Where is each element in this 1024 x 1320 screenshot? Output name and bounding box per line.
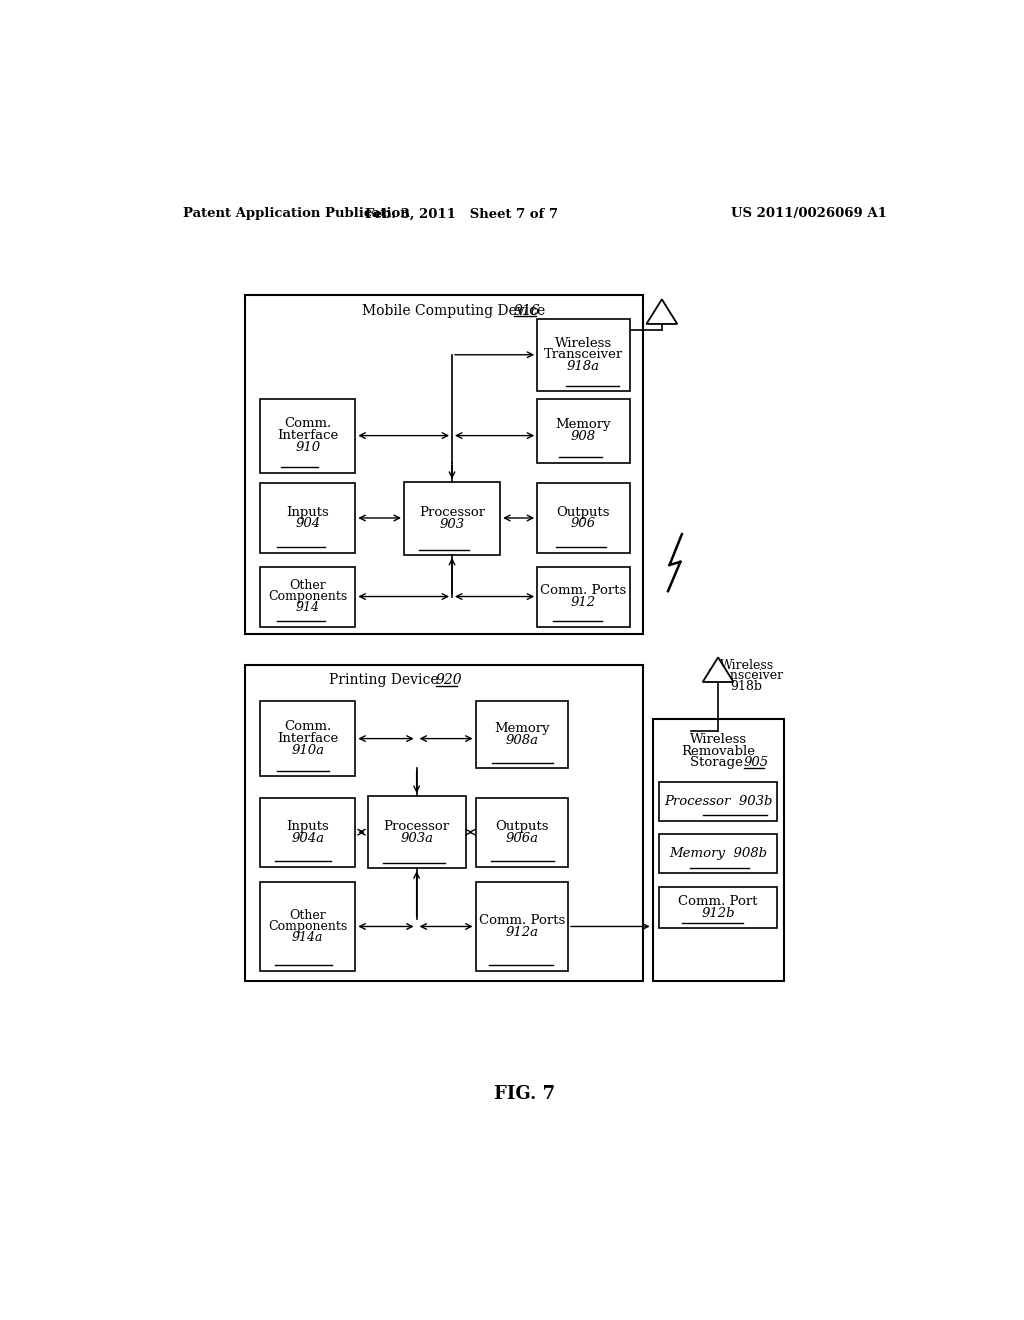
Text: Inputs: Inputs — [287, 820, 329, 833]
Text: 905: 905 — [743, 756, 769, 770]
Polygon shape — [646, 300, 677, 323]
Text: 918a: 918a — [567, 360, 600, 374]
Text: 916: 916 — [513, 304, 540, 318]
Text: 910: 910 — [295, 441, 321, 454]
Text: FIG. 7: FIG. 7 — [495, 1085, 555, 1104]
Bar — [260, 882, 355, 970]
Text: 918b: 918b — [730, 680, 763, 693]
Bar — [475, 882, 568, 970]
Text: Memory  908b: Memory 908b — [669, 847, 767, 861]
Text: Wireless: Wireless — [689, 733, 746, 746]
Text: Other: Other — [290, 909, 326, 921]
Bar — [260, 566, 355, 627]
Text: Comm. Port: Comm. Port — [678, 895, 758, 908]
Bar — [652, 719, 783, 981]
Bar — [658, 834, 777, 873]
Bar — [538, 318, 630, 391]
Text: 914: 914 — [296, 601, 319, 614]
Text: 908: 908 — [570, 430, 596, 444]
Text: Comm.: Comm. — [284, 417, 332, 430]
Text: Comm. Ports: Comm. Ports — [478, 915, 565, 927]
Text: 914a: 914a — [292, 931, 324, 944]
Text: Processor: Processor — [384, 820, 450, 833]
Text: Comm.: Comm. — [284, 721, 332, 734]
Text: Memory: Memory — [555, 418, 611, 432]
Text: Wireless: Wireless — [720, 659, 773, 672]
Text: Components: Components — [268, 590, 347, 603]
Polygon shape — [702, 657, 733, 682]
Text: Printing Device: Printing Device — [330, 673, 443, 688]
Text: 910a: 910a — [291, 743, 325, 756]
Bar — [368, 796, 466, 869]
Bar — [260, 483, 355, 553]
Text: Storage: Storage — [689, 756, 746, 770]
Text: Inputs: Inputs — [287, 506, 329, 519]
Bar — [245, 665, 643, 981]
Text: Outputs: Outputs — [557, 506, 610, 519]
Text: 903a: 903a — [400, 832, 433, 845]
Text: Feb. 3, 2011   Sheet 7 of 7: Feb. 3, 2011 Sheet 7 of 7 — [366, 207, 558, 220]
Text: Other: Other — [290, 579, 326, 591]
Text: 906a: 906a — [505, 832, 539, 845]
Text: Memory: Memory — [494, 722, 550, 735]
Text: 912b: 912b — [701, 907, 735, 920]
Text: Transceiver: Transceiver — [544, 348, 623, 362]
Text: Removable: Removable — [681, 744, 755, 758]
Bar — [475, 797, 568, 867]
Text: 908a: 908a — [505, 734, 539, 747]
Text: Interface: Interface — [278, 429, 338, 442]
Text: 912a: 912a — [505, 925, 539, 939]
Text: Processor  903b: Processor 903b — [664, 795, 772, 808]
Text: Outputs: Outputs — [495, 820, 549, 833]
Bar — [260, 399, 355, 473]
Bar — [538, 483, 630, 553]
Bar — [658, 781, 777, 821]
Bar — [245, 296, 643, 635]
Text: Transceiver: Transceiver — [709, 669, 784, 682]
Text: Patent Application Publication: Patent Application Publication — [183, 207, 410, 220]
Text: 906: 906 — [570, 517, 596, 531]
Bar — [658, 887, 777, 928]
Text: Components: Components — [268, 920, 347, 933]
Text: 904a: 904a — [291, 832, 325, 845]
Text: Comm. Ports: Comm. Ports — [541, 585, 627, 597]
Text: Processor: Processor — [419, 506, 485, 519]
Bar — [538, 566, 630, 627]
Text: 904: 904 — [295, 517, 321, 531]
Bar — [403, 482, 500, 554]
Text: Interface: Interface — [278, 733, 338, 744]
Bar — [260, 797, 355, 867]
Text: 912: 912 — [570, 595, 596, 609]
Bar — [260, 701, 355, 776]
Bar — [538, 399, 630, 462]
Text: Mobile Computing Device: Mobile Computing Device — [361, 304, 549, 318]
Text: 920: 920 — [435, 673, 462, 688]
Text: 903: 903 — [439, 517, 465, 531]
Text: US 2011/0026069 A1: US 2011/0026069 A1 — [731, 207, 887, 220]
Text: Wireless: Wireless — [555, 337, 612, 350]
Bar — [475, 701, 568, 768]
